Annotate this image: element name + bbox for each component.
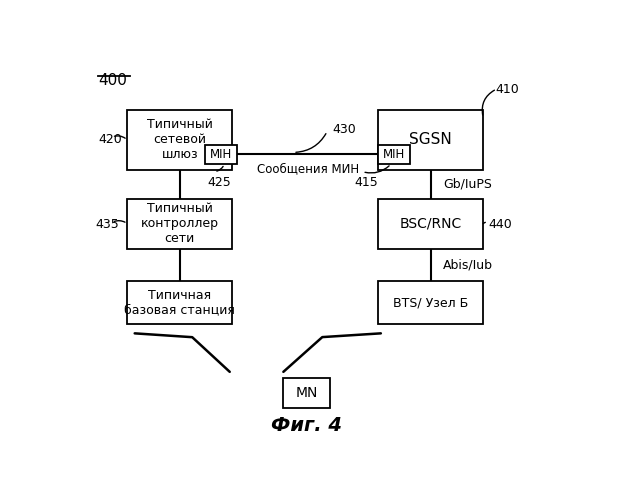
Text: Типичная
базовая станция: Типичная базовая станция bbox=[125, 288, 235, 316]
Text: Фиг. 4: Фиг. 4 bbox=[270, 416, 342, 436]
Text: 435: 435 bbox=[96, 218, 120, 231]
Text: 400: 400 bbox=[98, 74, 127, 88]
Text: 440: 440 bbox=[488, 218, 512, 231]
FancyBboxPatch shape bbox=[127, 110, 232, 170]
Text: 430: 430 bbox=[332, 123, 356, 136]
Text: Abis/Iub: Abis/Iub bbox=[443, 258, 493, 272]
FancyBboxPatch shape bbox=[379, 198, 483, 248]
FancyBboxPatch shape bbox=[379, 282, 483, 324]
Text: Gb/IuPS: Gb/IuPS bbox=[443, 178, 492, 190]
FancyBboxPatch shape bbox=[127, 198, 232, 248]
Text: BSC/RNC: BSC/RNC bbox=[399, 216, 462, 230]
FancyBboxPatch shape bbox=[205, 144, 237, 164]
Text: MIH: MIH bbox=[383, 148, 405, 161]
Text: 415: 415 bbox=[354, 176, 378, 188]
Text: MN: MN bbox=[296, 386, 318, 400]
FancyBboxPatch shape bbox=[284, 378, 330, 408]
Text: 425: 425 bbox=[208, 176, 231, 188]
FancyBboxPatch shape bbox=[379, 144, 410, 164]
Text: MIH: MIH bbox=[210, 148, 232, 161]
Text: 410: 410 bbox=[496, 83, 519, 96]
FancyBboxPatch shape bbox=[127, 282, 232, 324]
Text: Типичный
контроллер
сети: Типичный контроллер сети bbox=[141, 202, 219, 245]
FancyBboxPatch shape bbox=[379, 110, 483, 170]
Text: BTS/ Узел Б: BTS/ Узел Б bbox=[393, 296, 469, 309]
Text: Сообщения МИН: Сообщения МИН bbox=[257, 162, 359, 175]
Text: SGSN: SGSN bbox=[409, 132, 452, 148]
Text: Типичный
сетевой
шлюз: Типичный сетевой шлюз bbox=[147, 118, 213, 162]
Text: 420: 420 bbox=[98, 133, 122, 146]
